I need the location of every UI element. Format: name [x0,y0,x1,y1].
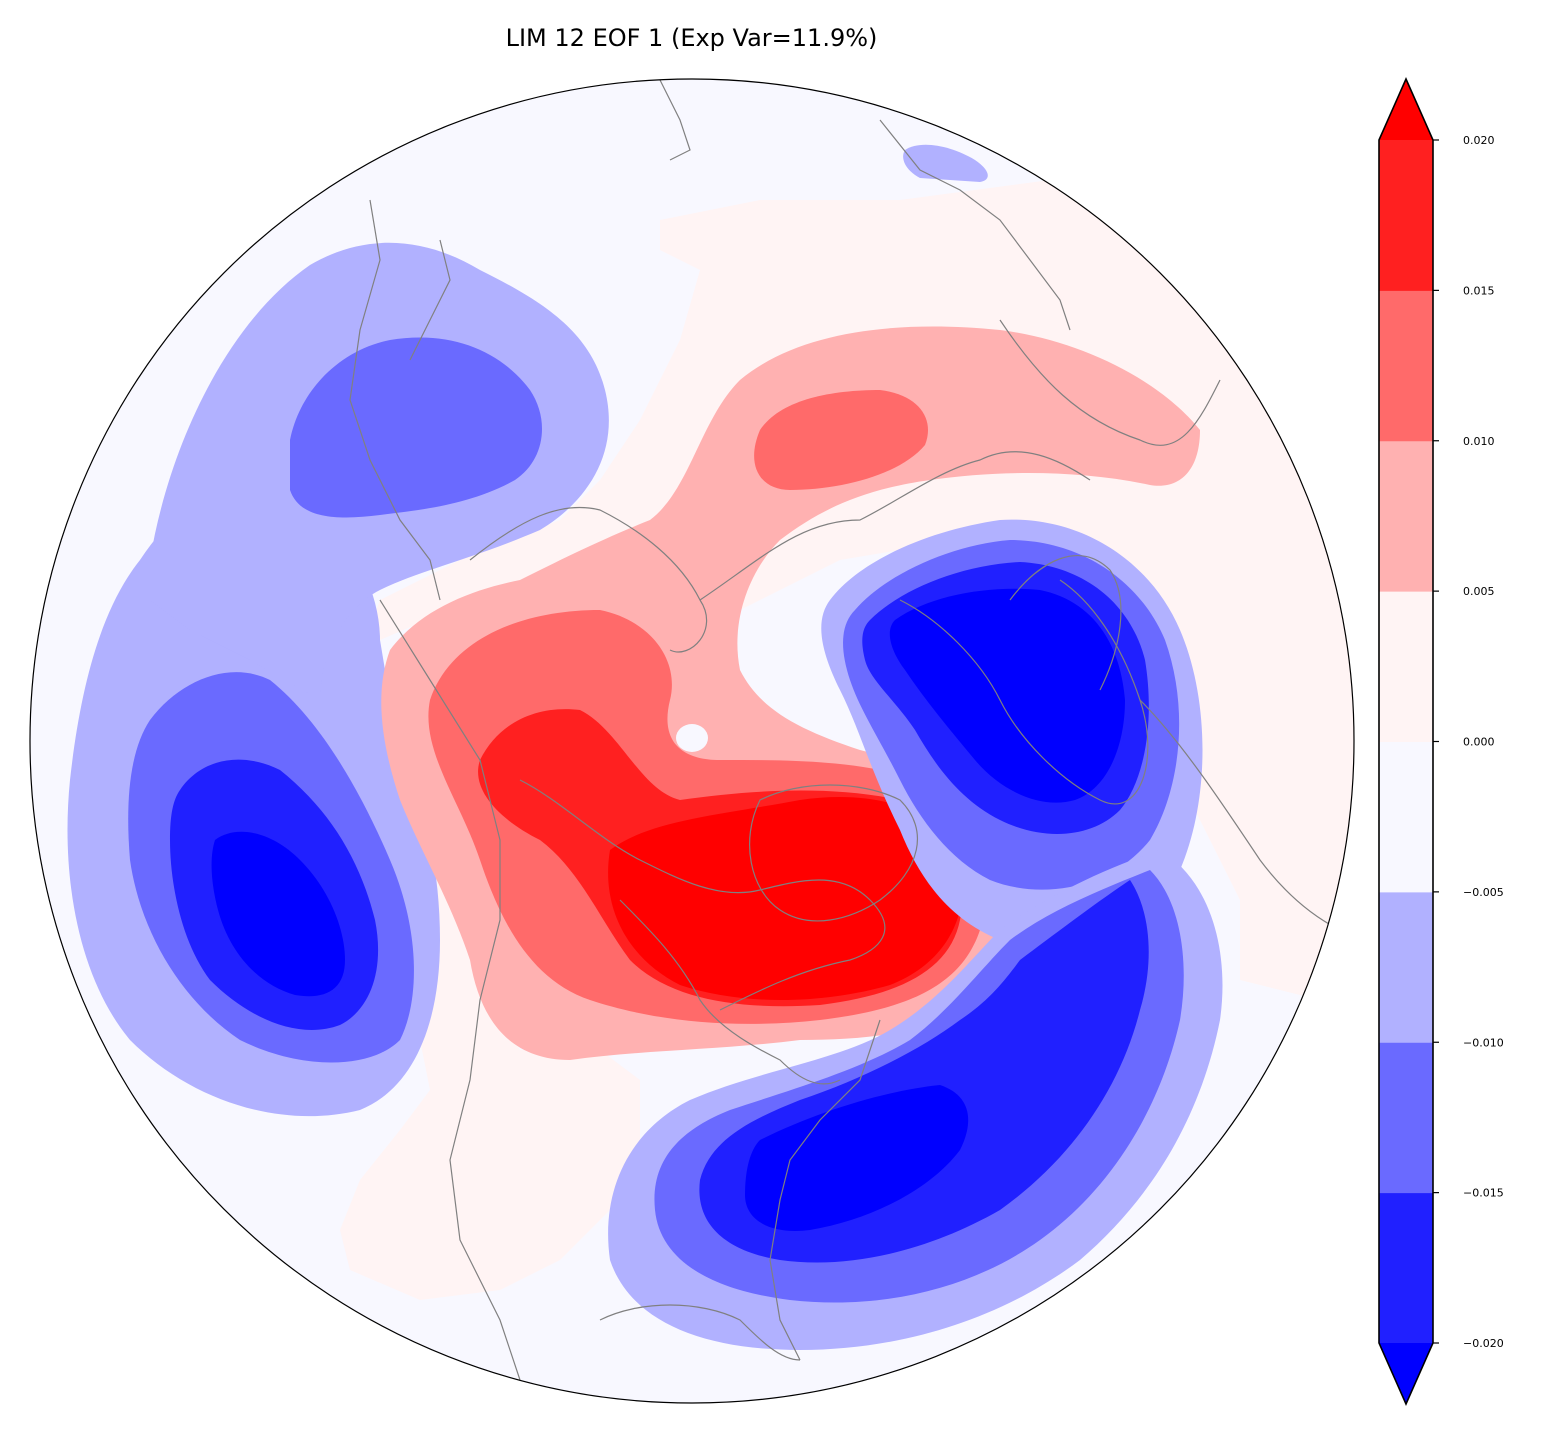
coastline-europe [899,579,1149,805]
colorbar-extend-under [1379,1343,1433,1404]
coastline-japan [409,239,451,361]
coastline-greenland [749,784,918,922]
colorbar-tick-label: 0.000 [1463,736,1495,749]
contour-fill-arctic-4 [608,797,963,1000]
coastline-east-asia [349,199,441,601]
contour-hole-pole [676,724,708,752]
colorbar-segment [1379,440,1433,592]
colorbar-tick-label: −0.015 [1463,1187,1504,1200]
contour-fill-europe-4 [889,588,1125,803]
colorbar-tick-label: −0.010 [1463,1036,1504,1049]
colorbar-tick-label: −0.020 [1463,1337,1504,1350]
coastline-canadian-arctic [519,779,886,1011]
contour-fill-npac-4 [211,831,345,997]
colorbar-ticks: 0.020 0.015 0.010 0.005 0.000 −0.005 −0.010 −0.… [1433,134,1504,1350]
coastline-russia-north [999,319,1221,446]
colorbar-segment [1379,741,1433,893]
colorbar-tick-label: 0.005 [1463,585,1495,598]
coastline-gulf-of-mexico [599,1304,801,1361]
map-boundary [29,78,1355,1404]
colorbar-tick-label: 0.010 [1463,435,1495,448]
coastline-scandinavia [1009,554,1122,691]
coastline-north-america-east [769,1019,881,1361]
colorbar-segment [1379,1042,1433,1194]
contour-fill-atlantic-4 [745,1085,969,1231]
coastlines [349,79,1341,1381]
colorbar-segment [1379,591,1433,742]
coastline-siberia [699,451,1091,601]
coastline-hudson-bay [619,899,841,1085]
coastline-asia-east [879,119,1071,331]
colorbar-segment [1379,1192,1433,1344]
colorbar-segments [1379,140,1433,1344]
coastline-mediterranean [1139,699,1341,931]
coastline-kamchatka [469,506,708,653]
coastline-north-america-west [379,599,521,1381]
coastline-alaska [659,79,691,161]
colorbar-tick-label: 0.015 [1463,284,1495,297]
colorbar-segment [1379,891,1433,1043]
colorbar-segment [1379,290,1433,442]
colorbar-extend-over [1379,79,1433,140]
colorbar-tick-label: −0.005 [1463,886,1504,899]
colorbar-tick-label: 0.020 [1463,134,1495,147]
contour-fill-siberia-1 [754,390,928,490]
colorbar-segment [1379,140,1433,291]
figure-title: LIM 12 EOF 1 (Exp Var=11.9%) [505,24,878,52]
